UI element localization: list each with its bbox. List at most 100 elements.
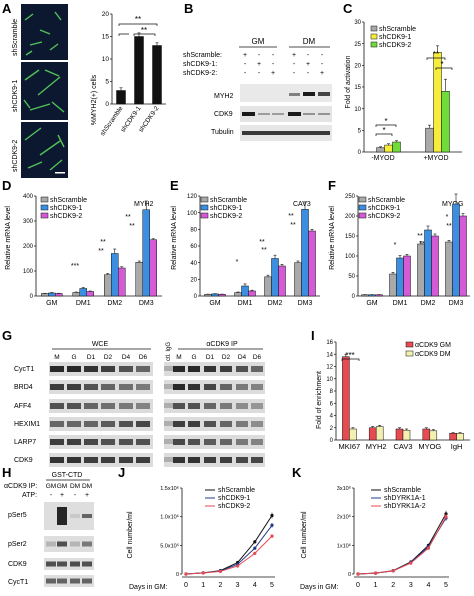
sig-f-4: * (446, 214, 449, 221)
y-tick-label-3: 15 (102, 34, 110, 41)
series-line-1 (357, 517, 447, 575)
h-row-ip: αCDK9 IP: (4, 483, 37, 490)
g-band-ip-1-5 (251, 384, 263, 390)
g-band-ip-5-1 (188, 457, 200, 463)
chart-c: Fold of activation 0 5 10 15 20 25 30 shScramb… (345, 20, 462, 162)
bar-3-1 (452, 203, 460, 297)
g-blot-aff4: AFF4 (14, 403, 31, 410)
x-tick-label-3: DM3 (449, 300, 464, 307)
sig-d-1: *** (71, 263, 79, 270)
x-tick-label-3: 3 (236, 582, 240, 589)
x-tick-label-0: 0 (184, 582, 188, 589)
h-blot-cdk9: CDK9 (8, 561, 27, 568)
y-tick-label-5: 10 (326, 377, 333, 383)
g-band-wce-2-0 (50, 403, 64, 409)
b-sign-2-2: + (271, 70, 275, 77)
h-strip-1 (44, 536, 94, 552)
g-band-igg-5 (164, 457, 173, 462)
g-band-wce-3-3 (101, 421, 115, 427)
bar-0-0 (342, 356, 350, 441)
y-tick-label-0: 0 (358, 150, 362, 156)
g-band-ip-3-0 (173, 421, 185, 427)
g-band-ip-0-0 (173, 366, 185, 372)
chart-i: Fold of enrichment 0 2 4 6 8 10 12 14 16 MKI67 MYH… (316, 340, 470, 451)
g-blot-cyct1: CycT1 (14, 366, 34, 373)
bar-1-2 (86, 291, 94, 297)
sig-e-4: ** (288, 213, 294, 220)
y-tick-label-3: 15 (354, 85, 361, 91)
micrograph-shcdk9-2 (21, 122, 68, 178)
b-sign-1-2: - (272, 61, 275, 68)
g-band-ip-5-5 (251, 457, 263, 463)
g-band-wce-4-2 (84, 439, 98, 445)
g-band-ip-4-2 (204, 439, 216, 445)
bar-1-0 (234, 292, 242, 297)
h-band-3-0 (46, 578, 56, 584)
bar-1-2 (403, 255, 411, 297)
sig-f-3: ** (419, 241, 425, 248)
bar-0-2 (392, 141, 401, 153)
g-lane-wce-3: D2 (104, 354, 113, 361)
h-blot-pser5: pSer5 (8, 512, 27, 519)
g-lane-ip-2: D1 (206, 354, 215, 361)
sig-e-2: ** (259, 239, 265, 246)
legend-f: shScramble shCDK9-1 shCDK9-2 (358, 196, 405, 220)
bar-1-0 (389, 273, 397, 297)
x-tick-label-0: GM (46, 300, 57, 307)
g-band-wce-4-5 (136, 439, 150, 445)
x-tick-label-5: 5 (444, 582, 448, 589)
h-band-2-0 (46, 561, 56, 567)
g-blot-hexim1: HEXIM1 (14, 421, 40, 428)
y-tick-label-8: 16 (326, 340, 333, 346)
h-atp-1: + (60, 492, 64, 499)
legend-c-2: shCDK9-1 (379, 34, 411, 41)
microscopy-images (21, 4, 68, 178)
legend-k-3: shDYRK1A-2 (384, 503, 426, 510)
h-ip-1: GM (57, 483, 67, 490)
ylabel-j: Cell number/ml (127, 511, 134, 559)
sig-a-2: ** (141, 26, 147, 35)
g-band-ip-3-1 (188, 421, 200, 427)
legend-k-1: shScramble (384, 487, 421, 494)
y-tick-label-4: 20 (354, 64, 361, 70)
row-label-a-1: shScramble (12, 19, 19, 56)
h-band-3-2 (70, 578, 80, 584)
x-tick-label-0: MKI67 (339, 442, 361, 451)
bar-0-0 (116, 90, 126, 105)
bar-4-0 (449, 433, 457, 441)
panel-label-i: I (311, 328, 315, 343)
sig-a-1: ** (135, 15, 141, 24)
sig-e-3: ** (261, 247, 267, 254)
blot-label-myh2: MYH2 (214, 93, 234, 100)
bar-2-0 (264, 276, 272, 297)
g-band-ip-4-1 (188, 439, 200, 445)
y-tick-label-4: 20 (102, 11, 110, 18)
g-band-ip-3-2 (204, 421, 216, 427)
g-band-ip-2-0 (173, 403, 185, 409)
g-band-ip-0-5 (251, 366, 263, 372)
point-2-0 (356, 572, 360, 576)
legend-d-1: shScramble (50, 197, 87, 204)
legend-i-2: αCDK9 DM (415, 351, 451, 358)
g-band-wce-0-1 (67, 366, 81, 372)
panel-label-h: H (2, 465, 11, 480)
h-strip-2 (44, 558, 94, 570)
legend-e-1: shScramble (210, 197, 247, 204)
y-tick-label-1: 5 (358, 129, 362, 135)
g-band-wce-5-3 (101, 457, 115, 463)
h-band-1-2 (70, 541, 80, 547)
series-line-0 (357, 513, 447, 575)
legend-f-2: shCDK9-1 (368, 205, 400, 212)
h-atp-2: - (74, 492, 77, 499)
g-band-wce-3-2 (84, 421, 98, 427)
x-tick-label-1: 1 (374, 582, 378, 589)
g-band-ip-2-1 (188, 403, 200, 409)
x-tick-label-2: DM2 (421, 300, 436, 307)
bar-0-1 (368, 294, 376, 297)
g-band-ip-4-4 (236, 439, 248, 445)
series-line-0 (185, 515, 273, 575)
series-line-2 (357, 516, 447, 575)
legend-i: αCDK9 GM αCDK9 DM (405, 341, 451, 358)
x-tick-label-4: 4 (253, 582, 257, 589)
bar-0-1 (384, 144, 393, 153)
